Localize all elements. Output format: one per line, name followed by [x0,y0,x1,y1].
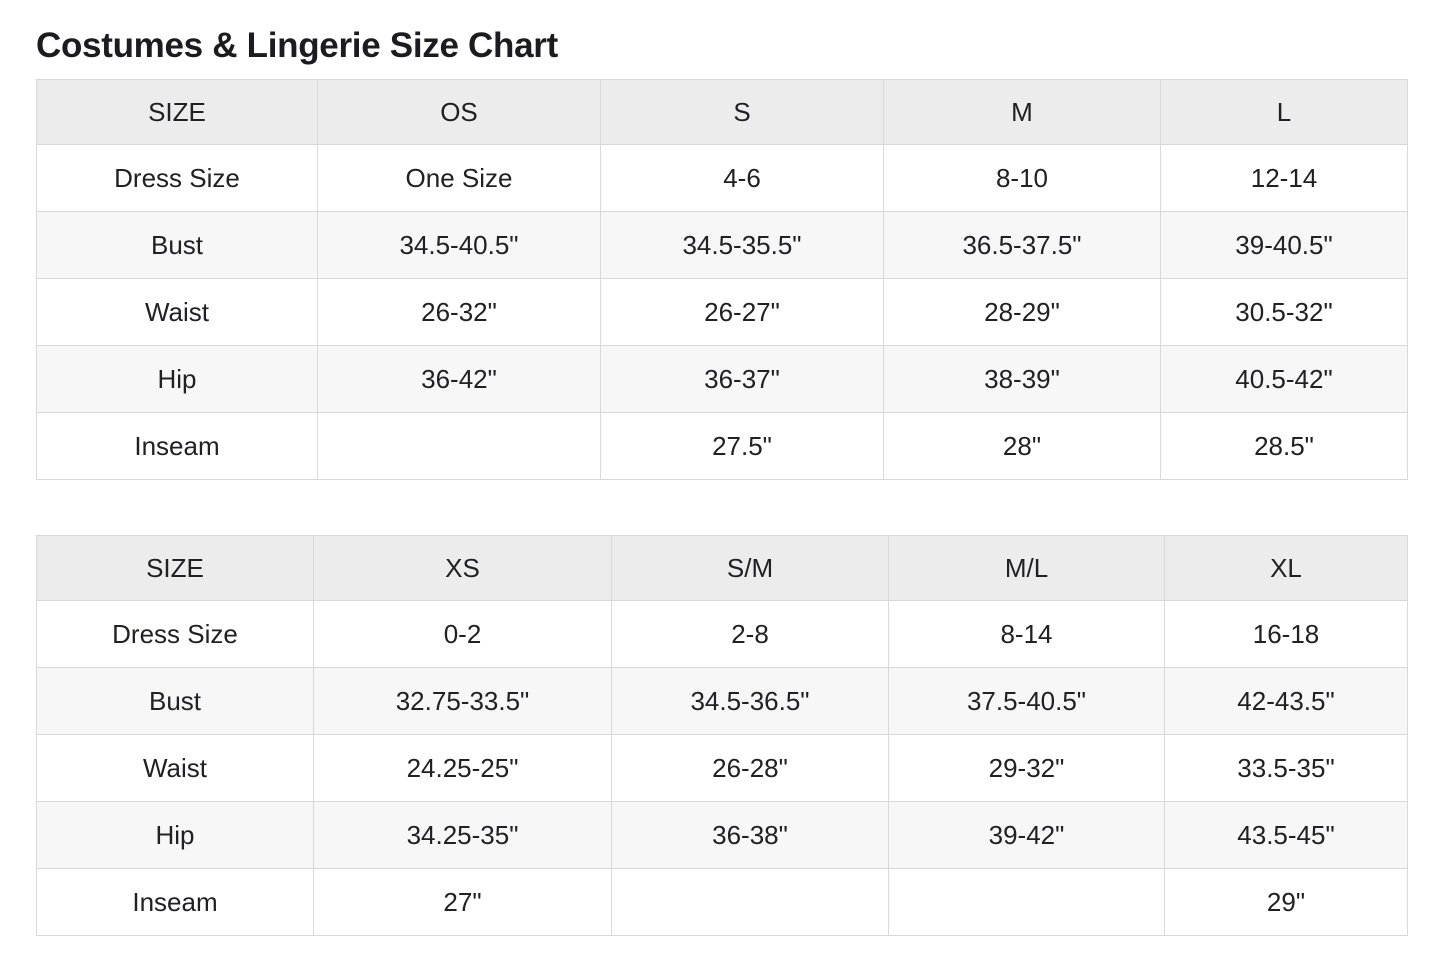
size-value-cell: 8-14 [888,600,1165,668]
size-value-cell: 33.5-35" [1164,734,1408,802]
size-value-cell: 26-28" [611,734,889,802]
size-value-cell [611,868,889,936]
size-value-cell: 34.25-35" [313,801,612,869]
size-value-cell: 27" [313,868,612,936]
size-value-cell: 36.5-37.5" [883,211,1161,279]
size-value-cell: 28" [883,412,1161,480]
size-value-cell: 29-32" [888,734,1165,802]
size-value-cell: 28-29" [883,278,1161,346]
table-row-hip: Hip 34.25-35" 36-38" 39-42" 43.5-45" [36,801,1408,869]
column-header-xl: XL [1164,535,1408,601]
size-value-cell: 37.5-40.5" [888,667,1165,735]
row-label: Hip [36,801,314,869]
size-chart-table-xs-sm-ml-xl: SIZE XS S/M M/L XL Dress Size 0-2 2-8 8-… [36,535,1408,936]
header-row: SIZE OS S M L [36,79,1408,145]
table-row-dress-size: Dress Size 0-2 2-8 8-14 16-18 [36,600,1408,668]
table-row-waist: Waist 26-32" 26-27" 28-29" 30.5-32" [36,278,1408,346]
page-title: Costumes & Lingerie Size Chart [36,26,558,65]
size-chart-table-os-s-m-l: SIZE OS S M L Dress Size One Size 4-6 8-… [36,79,1408,480]
column-header-size: SIZE [36,79,318,145]
row-label: Waist [36,734,314,802]
column-header-os: OS [317,79,601,145]
size-value-cell: 34.5-36.5" [611,667,889,735]
size-value-cell: 36-38" [611,801,889,869]
size-value-cell: 38-39" [883,345,1161,413]
size-value-cell: 30.5-32" [1160,278,1408,346]
size-value-cell: 42-43.5" [1164,667,1408,735]
row-label: Bust [36,211,318,279]
column-header-m: M [883,79,1161,145]
size-value-cell: 34.5-40.5" [317,211,601,279]
size-value-cell: 39-40.5" [1160,211,1408,279]
size-value-cell: 34.5-35.5" [600,211,884,279]
size-value-cell: 4-6 [600,144,884,212]
column-header-xs: XS [313,535,612,601]
size-value-cell [888,868,1165,936]
column-header-l: L [1160,79,1408,145]
size-value-cell: 16-18 [1164,600,1408,668]
table-row-bust: Bust 34.5-40.5" 34.5-35.5" 36.5-37.5" 39… [36,211,1408,279]
header-row: SIZE XS S/M M/L XL [36,535,1408,601]
size-value-cell: 26-32" [317,278,601,346]
size-value-cell: 8-10 [883,144,1161,212]
table-row-inseam: Inseam 27.5" 28" 28.5" [36,412,1408,480]
row-label: Dress Size [36,144,318,212]
size-value-cell: 2-8 [611,600,889,668]
size-value-cell: 24.25-25" [313,734,612,802]
table-row-waist: Waist 24.25-25" 26-28" 29-32" 33.5-35" [36,734,1408,802]
size-value-cell: One Size [317,144,601,212]
column-header-sm: S/M [611,535,889,601]
size-value-cell: 27.5" [600,412,884,480]
size-value-cell [317,412,601,480]
size-value-cell: 29" [1164,868,1408,936]
table-row-dress-size: Dress Size One Size 4-6 8-10 12-14 [36,144,1408,212]
size-value-cell: 36-37" [600,345,884,413]
size-value-cell: 36-42" [317,345,601,413]
row-label: Inseam [36,868,314,936]
column-header-s: S [600,79,884,145]
size-value-cell: 40.5-42" [1160,345,1408,413]
size-value-cell: 0-2 [313,600,612,668]
size-value-cell: 39-42" [888,801,1165,869]
size-value-cell: 43.5-45" [1164,801,1408,869]
size-value-cell: 28.5" [1160,412,1408,480]
row-label: Inseam [36,412,318,480]
table-row-inseam: Inseam 27" 29" [36,868,1408,936]
row-label: Dress Size [36,600,314,668]
row-label: Bust [36,667,314,735]
size-value-cell: 26-27" [600,278,884,346]
row-label: Waist [36,278,318,346]
table-row-bust: Bust 32.75-33.5" 34.5-36.5" 37.5-40.5" 4… [36,667,1408,735]
column-header-size: SIZE [36,535,314,601]
row-label: Hip [36,345,318,413]
size-value-cell: 32.75-33.5" [313,667,612,735]
size-value-cell: 12-14 [1160,144,1408,212]
table-row-hip: Hip 36-42" 36-37" 38-39" 40.5-42" [36,345,1408,413]
column-header-ml: M/L [888,535,1165,601]
